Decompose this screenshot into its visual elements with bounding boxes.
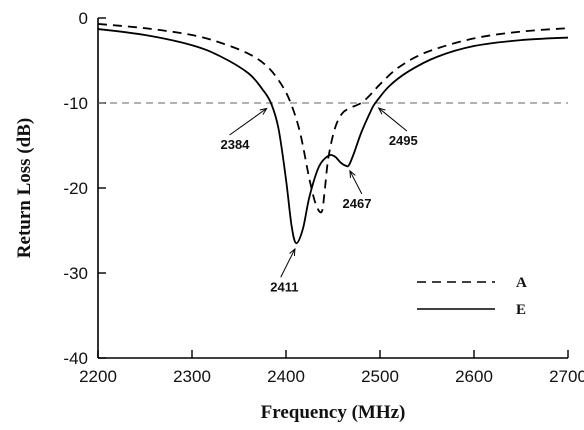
x-tick-label: 2300 <box>173 367 211 386</box>
x-axis-ticks: 2200 2300 2400 2500 2600 2700 <box>79 350 584 386</box>
x-tick-label: 2200 <box>79 367 117 386</box>
annotation-arrowhead <box>289 247 296 257</box>
annotation-arrowhead <box>377 107 386 115</box>
x-tick-label: 2500 <box>361 367 399 386</box>
y-tick-label: -20 <box>63 179 88 198</box>
annotation-label: 2495 <box>389 133 418 148</box>
y-tick-label: -10 <box>63 94 88 113</box>
legend-label-a: A <box>516 275 527 291</box>
x-tick-label: 2600 <box>455 367 493 386</box>
y-axis-ticks: 0 -10 -20 -30 -40 <box>63 9 106 368</box>
series-group <box>97 23 569 245</box>
annotation-arrowhead <box>349 169 356 178</box>
annotation-arrow <box>229 108 267 136</box>
series-line-a <box>97 23 569 214</box>
series-line-e <box>97 28 569 245</box>
annotation-arrow <box>280 248 296 278</box>
annotation-arrow <box>349 170 363 195</box>
annotation-label: 2411 <box>270 279 298 294</box>
legend: A E <box>417 275 527 318</box>
y-tick-label: -30 <box>63 264 88 283</box>
annotation-label: 2467 <box>343 196 372 211</box>
annotation-arrow <box>378 107 408 132</box>
y-axis-title: Return Loss (dB) <box>14 118 35 258</box>
legend-label-e: E <box>516 302 526 318</box>
x-tick-label: 2700 <box>549 367 584 386</box>
x-tick-label: 2400 <box>267 367 305 386</box>
annotation-arrowhead <box>259 107 268 115</box>
x-axis-title: Frequency (MHz) <box>261 402 406 423</box>
annotations-group: 2384 2411 2467 2495 <box>220 107 418 294</box>
y-tick-label: -40 <box>63 349 88 368</box>
annotation-label: 2384 <box>220 137 250 152</box>
y-tick-label: 0 <box>79 9 88 28</box>
